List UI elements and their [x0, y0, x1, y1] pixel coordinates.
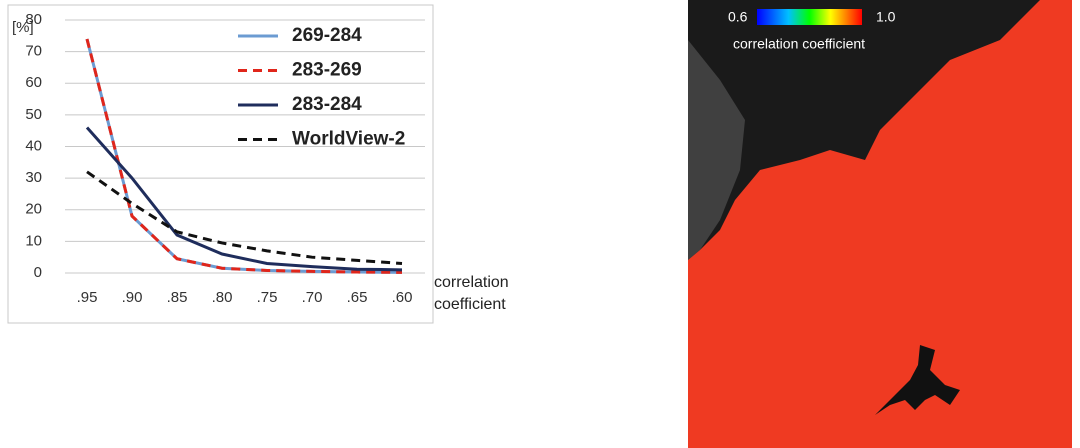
y-tick-label: 40 — [25, 137, 42, 154]
y-tick-label: 60 — [25, 74, 42, 91]
lake — [875, 345, 960, 415]
x-tick-label: .75 — [257, 289, 278, 306]
colorbar — [757, 9, 862, 25]
colorbar-min: 0.6 — [728, 9, 748, 25]
y-tick-label: 30 — [25, 169, 42, 186]
sea-area — [688, 0, 1040, 260]
series-line — [86, 170, 403, 266]
x-tick-label: .60 — [392, 289, 413, 306]
legend-label: 269-284 — [292, 25, 362, 46]
series-line — [85, 38, 403, 274]
x-tick-label: .65 — [347, 289, 368, 306]
chart-frame — [7, 4, 434, 324]
colorbar-max: 1.0 — [876, 9, 896, 25]
x-tick-label: .90 — [122, 289, 143, 306]
x-tick-label: .70 — [302, 289, 323, 306]
y-tick-label: 70 — [25, 43, 42, 60]
colorbar-label: correlation coefficient — [733, 36, 865, 52]
y-tick-label: 0 — [34, 264, 42, 281]
y-tick-label: 50 — [25, 106, 42, 123]
x-axis-label: correlation coefficient — [434, 274, 509, 313]
x-tick-label: .80 — [212, 289, 233, 306]
y-tick-label: 80 — [25, 11, 42, 28]
legend-label: 283-284 — [292, 94, 362, 115]
y-tick-label: 10 — [25, 232, 42, 249]
x-tick-label: .85 — [167, 289, 188, 306]
series-line — [85, 126, 403, 272]
legend-label: 283-269 — [292, 60, 362, 81]
cloud-area — [688, 40, 745, 260]
y-tick-label: 20 — [25, 201, 42, 218]
x-tick-label: .95 — [77, 289, 98, 306]
y-unit-label: [%] — [12, 19, 34, 36]
legend-label: WorldView-2 — [292, 129, 405, 150]
satellite-image: 0.6 1.0 correlation coefficient — [688, 0, 1072, 448]
